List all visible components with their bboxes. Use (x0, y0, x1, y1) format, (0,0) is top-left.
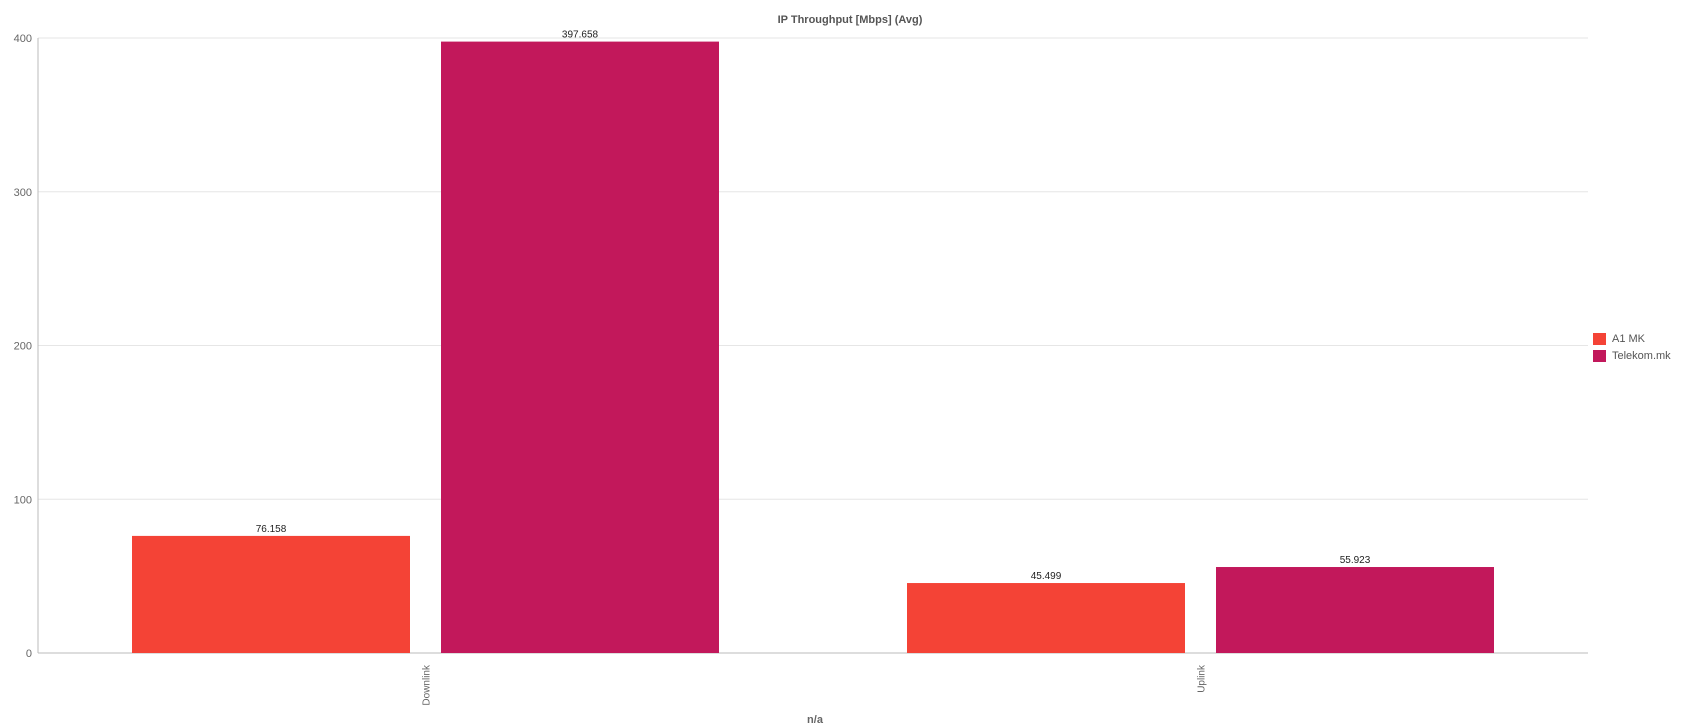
legend-item[interactable]: Telekom.mk (1593, 347, 1671, 364)
x-axis-title: n/a (807, 714, 824, 726)
legend-label: A1 MK (1612, 332, 1646, 345)
bar (1216, 567, 1494, 653)
data-label: 397.658 (562, 30, 599, 41)
x-tick-label: Uplink (1197, 664, 1208, 693)
y-tick-label: 300 (14, 187, 32, 199)
data-label: 45.499 (1031, 571, 1062, 582)
chart-title: IP Throughput [Mbps] (Avg) (778, 14, 923, 26)
bars (132, 41, 1494, 653)
bar (132, 535, 410, 653)
legend-swatch (1593, 349, 1606, 362)
y-tick-label: 400 (14, 33, 32, 45)
y-tick-label: 200 (14, 341, 32, 353)
legend-swatch (1593, 332, 1606, 345)
y-tick-label: 0 (26, 648, 32, 660)
legend-item[interactable]: A1 MK (1593, 330, 1671, 347)
data-label: 76.158 (256, 524, 287, 535)
x-tick-label: Downlink (422, 664, 433, 706)
y-tick-label: 100 (14, 494, 32, 506)
legend: A1 MK Telekom.mk (1593, 330, 1671, 364)
bar (907, 583, 1185, 653)
y-axis: 0 100 200 300 400 (14, 33, 39, 660)
data-labels: 76.158 397.658 45.499 55.923 (256, 30, 1371, 582)
x-axis: Downlink Uplink (422, 664, 1208, 706)
bar (441, 41, 719, 653)
legend-label: Telekom.mk (1612, 349, 1671, 362)
data-label: 55.923 (1340, 555, 1371, 566)
